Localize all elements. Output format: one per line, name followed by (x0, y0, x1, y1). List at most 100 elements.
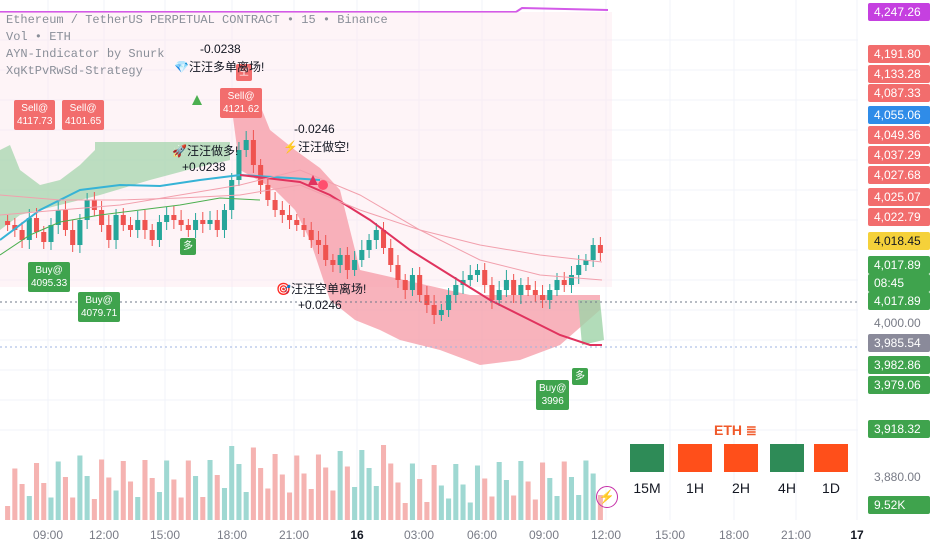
price-tag: 4,087.33 (868, 84, 930, 102)
candle-body (373, 230, 379, 240)
volume-bar (590, 473, 596, 520)
signal-note: 💎汪汪多单离场! (174, 60, 265, 74)
exit-dot (318, 180, 328, 190)
volume-bar (301, 473, 307, 520)
volume-bar (503, 480, 509, 520)
timeframe-label: 4H (778, 480, 796, 496)
candle-body (323, 245, 329, 260)
volume-bar (41, 483, 47, 520)
volume-bar (482, 478, 488, 520)
volume-bar (424, 502, 430, 520)
signal-note: -0.0238 (200, 42, 241, 56)
candle-body (258, 165, 264, 185)
volume-bar (120, 461, 126, 520)
candle-body (503, 280, 509, 290)
candle-body (409, 275, 415, 290)
candle-body (12, 225, 18, 230)
volume-bar (344, 466, 350, 520)
volume-bar (467, 502, 473, 520)
volume-bar (323, 467, 329, 520)
candle-body (344, 255, 350, 270)
candle-body (106, 225, 112, 240)
candle-body (156, 222, 162, 240)
legend-strategy[interactable]: XqKtPvRwSd-Strategy (6, 64, 143, 78)
candle-body (142, 220, 148, 230)
candle-body (127, 225, 134, 230)
time-tick: 03:00 (403, 528, 435, 542)
volume-bar (200, 497, 206, 520)
time-tick: 15:00 (149, 528, 181, 542)
timeframe-status-box (814, 444, 848, 472)
volume-bar (48, 497, 54, 520)
lightning-icon[interactable]: ⚡ (596, 486, 618, 508)
volume-bar (294, 455, 300, 520)
candle-body (149, 230, 155, 240)
candle-body (178, 220, 184, 225)
volume-bar (540, 462, 546, 520)
volume-bar (34, 463, 40, 520)
legend-indicator[interactable]: AYN-Indicator by Snurk (6, 47, 165, 61)
volume-bar (91, 499, 97, 520)
volume-bar (142, 460, 148, 520)
candle-body (287, 215, 293, 220)
timeframe-status-box (724, 444, 758, 472)
volume-bar (460, 484, 466, 520)
volume-bar (561, 461, 567, 520)
candle-body (576, 265, 582, 275)
price-tag: 4,049.36 (868, 126, 930, 144)
price-tag: 4,017.89 (868, 256, 930, 274)
candle-body (236, 150, 242, 180)
time-tick: 12:00 (88, 528, 120, 542)
candle-body (453, 285, 459, 295)
long-badge: 多 (180, 238, 196, 255)
candle-body (265, 185, 271, 200)
candle-body (55, 210, 61, 225)
time-tick: 06:00 (466, 528, 498, 542)
volume-bar (178, 497, 184, 520)
price-tag: 4,133.28 (868, 65, 930, 83)
legend-volume[interactable]: Vol • ETH (6, 30, 71, 44)
time-tick: 21:00 (780, 528, 812, 542)
signal-note: -0.0246 (294, 122, 335, 136)
price-axis-label: 3,880.00 (874, 470, 921, 484)
candle-body (5, 221, 11, 225)
volume-bar (272, 454, 278, 520)
volume-bar (576, 495, 582, 520)
candle-body (221, 210, 228, 230)
price-tag: 4,025.07 (868, 188, 930, 206)
candle-body (164, 215, 170, 222)
volume-bar (149, 478, 155, 520)
legend-symbol[interactable]: Ethereum / TetherUS PERPETUAL CONTRACT •… (6, 13, 388, 27)
price-tag: 08:45 (868, 274, 930, 292)
price-tag: 9.52K (868, 496, 930, 514)
volume-bar (77, 455, 83, 520)
candle-body (532, 290, 538, 295)
price-tag: 4,018.45 (868, 232, 930, 250)
volume-bar (171, 479, 177, 520)
ma-line-pink (0, 184, 603, 263)
sell-zone-fill (232, 110, 600, 365)
candle-body (250, 140, 256, 165)
volume-bar (359, 450, 365, 520)
timeframe-label: 15M (633, 480, 661, 496)
volume-bar (185, 460, 191, 520)
long-badge: 多 (572, 368, 588, 385)
candle-body (583, 260, 589, 265)
volume-bar (62, 477, 68, 520)
candle-body (474, 270, 481, 275)
candle-body (489, 285, 495, 300)
signal-note: +0.0246 (298, 298, 342, 312)
price-tag: 4,022.79 (868, 208, 930, 226)
buy-badge: Buy@ 3996 (536, 380, 570, 410)
candle-body (214, 220, 220, 230)
volume-bar (106, 477, 112, 520)
volume-bar (214, 475, 220, 520)
volume-bar (12, 468, 18, 520)
candle-body (446, 295, 452, 310)
volume-bar (287, 492, 293, 520)
time-tick: 12:00 (590, 528, 622, 542)
time-tick: 15:00 (654, 528, 686, 542)
volume-bar (337, 451, 343, 520)
volume-bar (583, 460, 589, 520)
